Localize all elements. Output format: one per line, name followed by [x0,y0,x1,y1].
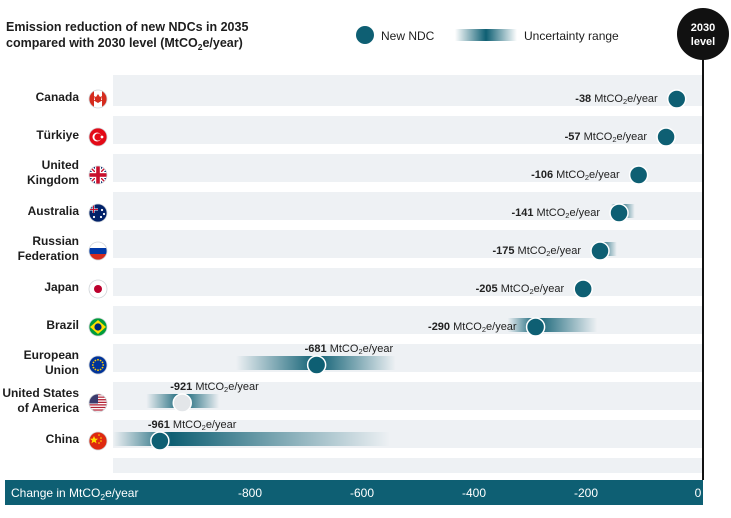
country-label: Canada [36,90,80,104]
country-label: United States of America [2,386,79,415]
usa-flag [88,393,108,413]
country-label: Türkiye [36,128,79,142]
uncertainty-range-bar [507,318,598,332]
value-label: -290 MtCO2e/year [428,321,517,334]
x-axis-ticks: -800 -600 -400 -200 0 [238,486,702,500]
x-axis-bar [5,480,703,505]
reference-badge-line2: level [691,36,715,48]
ndc-dot [306,355,327,375]
australia-flag [88,203,108,223]
uk-flag [88,165,108,185]
row-separators [113,106,703,458]
value-label: -921 MtCO2e/year [170,381,259,394]
reference-badge [677,8,729,60]
ndc-dot [590,241,610,261]
uncertainty-range-bar [113,432,390,446]
canada-flag [88,89,108,109]
row-gap [113,220,703,230]
value-label: -141 MtCO2e/year [511,207,600,220]
country-row: United States of America -921 MtCO2e/year [2,381,259,415]
x-tick-label: 0 [695,486,702,500]
row-gap [113,258,703,268]
x-axis-label: Change in MtCO2e/year [11,486,138,502]
value-label: -38 MtCO2e/year [575,93,658,106]
japan-flag [88,279,108,299]
country-row: Brazil -290 MtCO2e/year [46,317,598,337]
country-label: Australia [28,204,80,218]
x-tick-label: -400 [462,486,486,500]
country-label: European Union [24,348,79,377]
country-row: Japan -205 MtCO2e/year [44,279,593,299]
ndc-dot [666,89,687,109]
value-label: -57 MtCO2e/year [565,131,648,144]
value-label: -106 MtCO2e/year [531,169,620,182]
row-gap [113,182,703,192]
legend-range-swatch [455,29,517,41]
country-label: Japan [44,280,79,294]
ndc-dot [525,317,546,337]
country-label: United Kingdom [27,158,79,187]
ndc-dot [656,127,676,147]
row-gap [113,448,703,458]
country-row: European Union -681 MtCO2e/year [24,343,396,377]
country-row: Australia -141 MtCO2e/year [28,203,635,223]
row-gap [113,144,703,154]
country-row: Russian Federation -175 MtCO2e/year [18,234,617,263]
row-gap [113,334,703,344]
brazil-flag [88,317,108,337]
ndc-dot [172,393,192,413]
legend-dot-icon [356,26,374,44]
ndc-dot [150,431,170,451]
x-tick-label: -800 [238,486,262,500]
country-label: Russian Federation [18,234,79,263]
reference-badge-line1: 2030 [691,22,715,34]
ndc-dot [609,203,629,223]
ndc-dot [628,165,649,185]
russia-flag [88,241,108,261]
country-row: Canada -38 MtCO2e/year [36,89,687,109]
row-gap [113,410,703,420]
row-gap [113,372,703,382]
country-rows: Canada -38 MtCO2e/year Türkiye -57 MtCO2e/y… [2,89,687,451]
country-label: China [46,432,80,446]
value-label: -681 MtCO2e/year [305,343,394,356]
country-label: Brazil [46,318,79,332]
legend-range-label: Uncertainty range [524,29,619,43]
chart-title-line2: compared with 2030 level (MtCO2e/year) [6,36,243,52]
turkiye-flag [88,127,108,147]
chart-title-line1: Emission reduction of new NDCs in 2035 [6,20,248,34]
row-gap [113,106,703,116]
ndc-dot [573,279,593,299]
country-row: China -961 MtCO2e/year [46,419,390,451]
value-label: -205 MtCO2e/year [476,283,565,296]
value-label: -961 MtCO2e/year [148,419,237,432]
x-tick-label: -600 [350,486,374,500]
value-label: -175 MtCO2e/year [492,245,581,258]
row-gap [113,296,703,306]
legend-dot-label: New NDC [381,29,435,43]
country-row: Türkiye -57 MtCO2e/year [36,127,676,147]
eu-flag [88,355,108,375]
country-row: United Kingdom -106 MtCO2e/year [27,158,649,187]
china-flag [88,431,108,451]
x-tick-label: -200 [574,486,598,500]
